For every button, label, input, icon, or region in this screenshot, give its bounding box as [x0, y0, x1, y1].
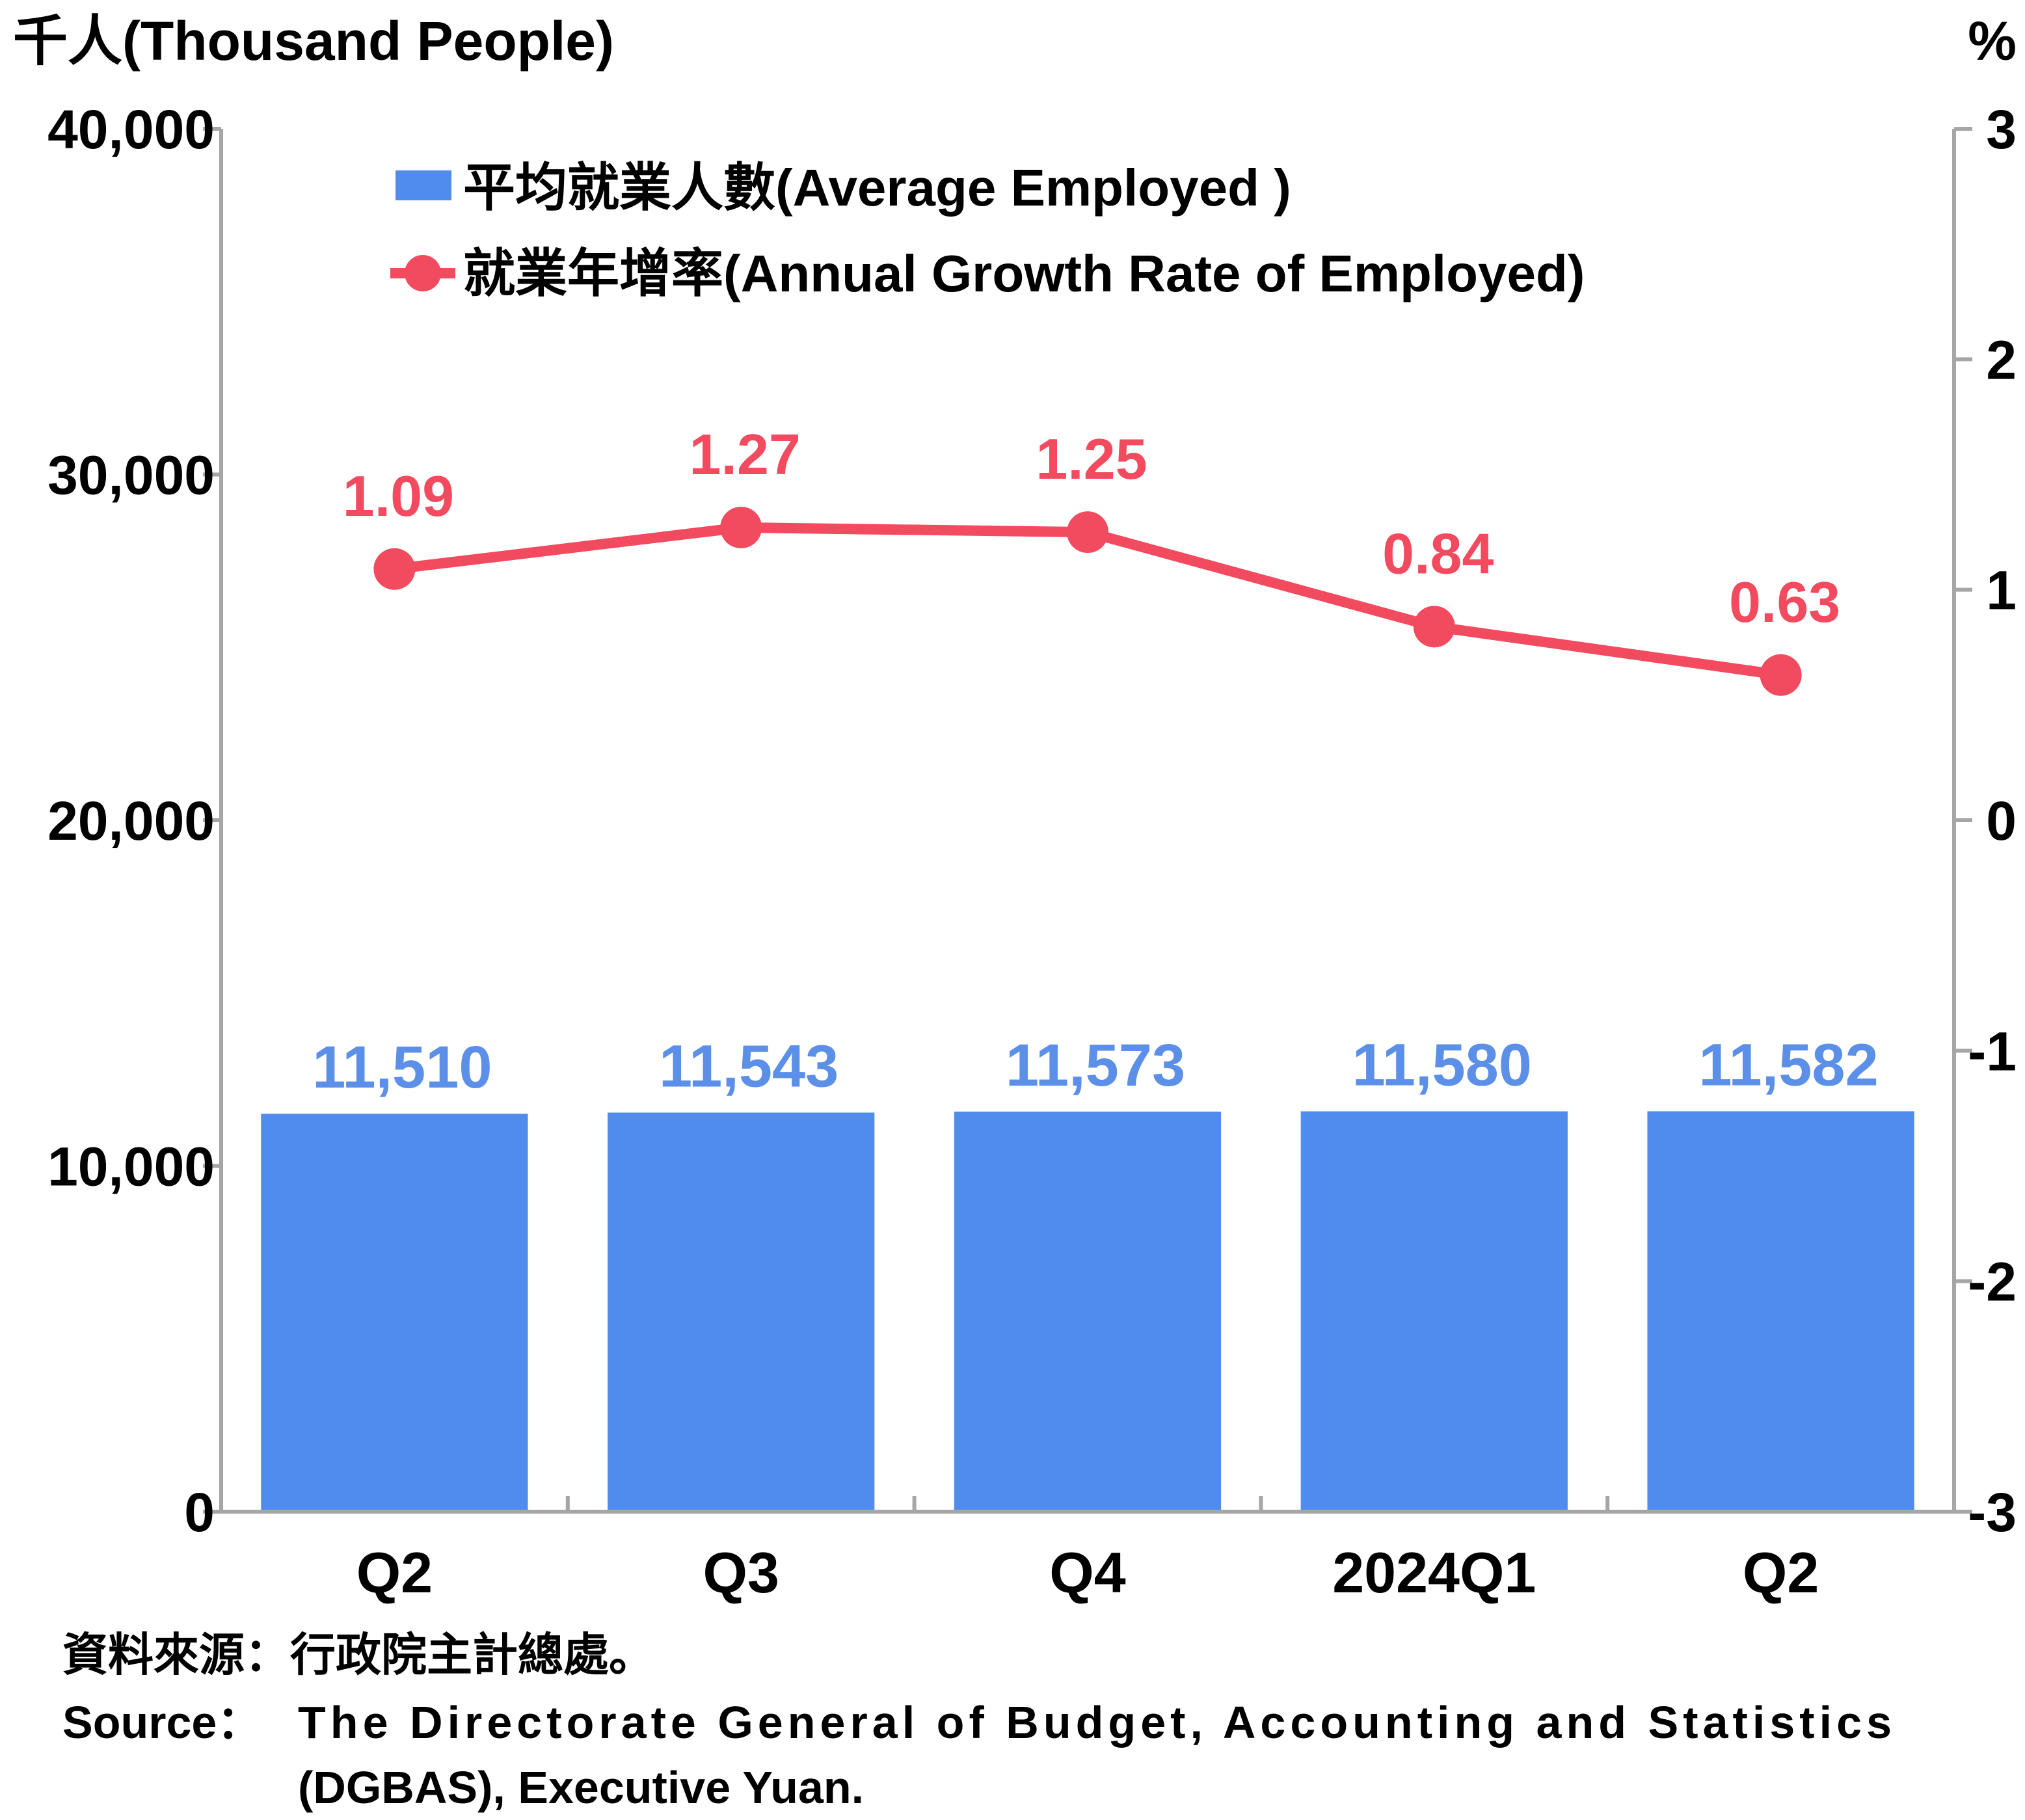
- bar-series: 11,510 11,543 11,573 11,580 11,582: [261, 1032, 1914, 1512]
- line-point: [720, 506, 762, 548]
- source-note: 資料來源：行政院主計總處。 Source： The Directorate Ge…: [62, 1629, 1892, 1813]
- line-value-label: 0.84: [1382, 521, 1494, 585]
- bar: [261, 1114, 528, 1512]
- right-tick-label: 0: [1986, 790, 2017, 851]
- legend: 平均就業人數(Average Employed ) 就業年增率(Annual G…: [390, 159, 1585, 302]
- right-tick-label: -1: [1968, 1021, 2017, 1082]
- axes: [219, 129, 1956, 1514]
- line-point: [1067, 511, 1108, 554]
- legend-line-marker: [405, 255, 441, 291]
- category-label: Q4: [1049, 1540, 1125, 1605]
- left-tick-label: 30,000: [47, 445, 215, 506]
- left-axis-ticks: 0 10,000 20,000 30,000 40,000: [47, 99, 221, 1543]
- category-label: 2024Q1: [1332, 1540, 1536, 1605]
- bar-value-label: 11,580: [1352, 1032, 1532, 1099]
- category-label: Q2: [1743, 1540, 1819, 1605]
- legend-bar-swatch: [396, 170, 451, 200]
- line-series: 1.09 1.27 1.25 0.84 0.63: [343, 422, 1840, 696]
- line-value-label: 1.27: [690, 422, 801, 487]
- left-tick-label: 0: [184, 1482, 215, 1543]
- bar-value-label: 11,582: [1698, 1032, 1878, 1098]
- legend-line-label: 就業年增率(Annual Growth Rate of Employed): [463, 245, 1585, 302]
- bar-value-label: 11,510: [312, 1034, 492, 1101]
- line-point: [1413, 606, 1455, 648]
- right-tick-label: 3: [1986, 99, 2017, 160]
- line-value-label: 1.25: [1036, 427, 1147, 491]
- right-axis-ticks: -3 -2 -1 0 1 2 3: [1954, 99, 2017, 1543]
- right-tick-label: -3: [1968, 1482, 2017, 1543]
- category-label: Q3: [703, 1540, 779, 1605]
- source-en-label: Source：: [62, 1697, 262, 1748]
- line-point: [373, 548, 416, 590]
- right-tick-label: 2: [1986, 329, 2017, 390]
- bar-value-label: 11,543: [659, 1033, 838, 1099]
- bar: [1647, 1111, 1914, 1512]
- right-axis-unit-label: %: [1968, 10, 2017, 72]
- bar: [1300, 1111, 1568, 1512]
- line-point: [1760, 654, 1802, 696]
- right-tick-label: 1: [1986, 560, 2017, 621]
- line-value-label: 1.09: [343, 464, 454, 528]
- line-value-label: 0.63: [1729, 570, 1840, 634]
- left-axis-unit-label: 千人(Thousand People): [13, 10, 614, 72]
- source-en-line2: (DGBAS), Executive Yuan.: [298, 1762, 864, 1813]
- bar-value-label: 11,573: [1006, 1032, 1185, 1099]
- category-labels: Q2 Q3 Q4 2024Q1 Q2: [356, 1540, 1819, 1605]
- left-tick-label: 20,000: [47, 790, 215, 851]
- left-tick-label: 10,000: [47, 1136, 215, 1198]
- bar: [954, 1111, 1222, 1512]
- right-tick-label: -2: [1968, 1251, 2017, 1313]
- left-tick-label: 40,000: [47, 99, 215, 160]
- category-label: Q2: [356, 1540, 433, 1605]
- source-zh: 資料來源：行政院主計總處。: [62, 1629, 654, 1680]
- bar: [608, 1112, 875, 1512]
- source-en-line1: The Directorate General of Budget, Accou…: [298, 1697, 1892, 1748]
- legend-bar-label: 平均就業人數(Average Employed ): [463, 159, 1291, 217]
